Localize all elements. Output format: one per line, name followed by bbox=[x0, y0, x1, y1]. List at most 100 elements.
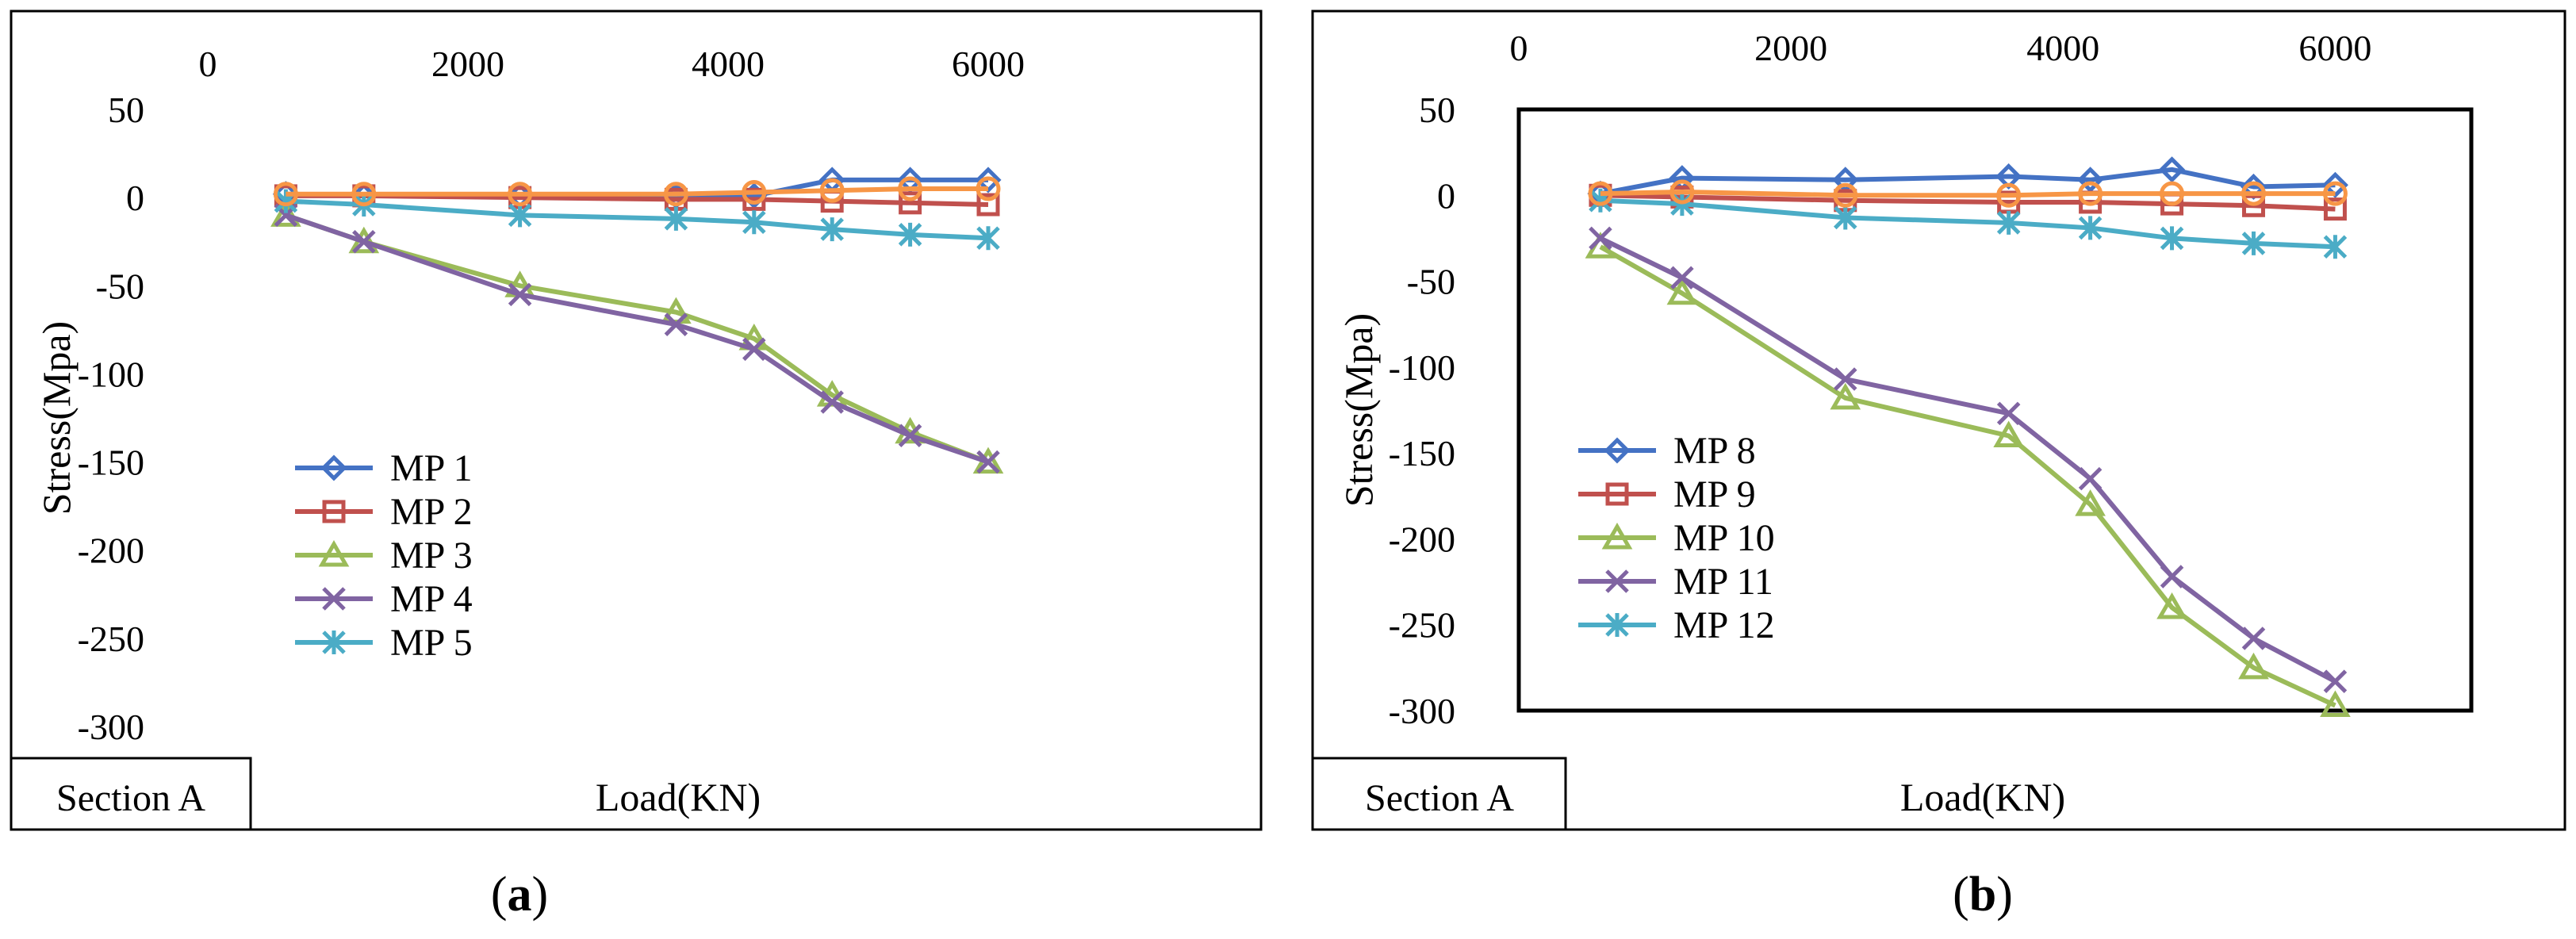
series-line bbox=[1600, 193, 2336, 212]
legend-item: MP 3 bbox=[295, 535, 473, 577]
data-point bbox=[2238, 652, 2269, 680]
legend-marker bbox=[322, 500, 346, 523]
data-point bbox=[1589, 226, 1612, 251]
legend-marker bbox=[1605, 569, 1629, 593]
data-point bbox=[1666, 278, 1698, 305]
series-mp-4 bbox=[274, 203, 1000, 474]
panel-border bbox=[10, 10, 1263, 831]
y-tick-label: -250 bbox=[78, 619, 144, 659]
panel-caption-letter: a bbox=[508, 868, 532, 922]
chart-panel-a: 50 0 -50 -100 -150 -200 -250 -300 0 2000 4000 6000 S… bbox=[10, 10, 1263, 922]
data-point bbox=[2323, 669, 2348, 693]
data-point bbox=[2160, 565, 2184, 588]
series-mp-10 bbox=[1585, 232, 2351, 718]
y-axis-title: Stress(Mpa) bbox=[1336, 313, 1381, 507]
section-label-box bbox=[10, 757, 252, 831]
data-point bbox=[1996, 401, 2021, 426]
legend-marker bbox=[1601, 522, 1633, 550]
series-line bbox=[1600, 197, 2336, 250]
legend-item: MP 8 bbox=[1578, 430, 1756, 472]
y-tick-label: -250 bbox=[1389, 605, 1455, 646]
data-point bbox=[898, 176, 923, 201]
legend-marker bbox=[320, 454, 347, 481]
data-point bbox=[2320, 690, 2351, 718]
data-point bbox=[2241, 627, 2266, 650]
data-point bbox=[820, 390, 844, 414]
section-label-box bbox=[1311, 757, 1567, 831]
data-point bbox=[898, 424, 922, 447]
data-point bbox=[664, 312, 688, 336]
y-tick-label: 50 bbox=[108, 90, 144, 130]
chart-panel-b: 50 0 -50 -100 -150 -200 -250 -300 0 2000 4000 6000 S… bbox=[1311, 10, 2566, 922]
y-tick-label: 0 bbox=[1437, 175, 1455, 216]
legend-item: MP 12 bbox=[1578, 604, 1775, 646]
data-point bbox=[1669, 179, 1695, 205]
legend-marker bbox=[1605, 482, 1629, 506]
y-tick-label: -150 bbox=[1389, 433, 1455, 473]
x-tick-label: 0 bbox=[1510, 28, 1528, 68]
data-point bbox=[2241, 231, 2266, 255]
data-point bbox=[2160, 181, 2185, 206]
data-point bbox=[508, 203, 532, 228]
data-point bbox=[1834, 205, 1857, 230]
series-mp-12 bbox=[1589, 188, 2348, 259]
data-point bbox=[976, 450, 1000, 474]
data-point bbox=[2078, 181, 2103, 206]
y-tick-label: -100 bbox=[78, 354, 144, 394]
panel-border bbox=[1311, 10, 2566, 831]
series-line bbox=[285, 213, 989, 465]
data-point bbox=[819, 178, 845, 203]
legend-label: MP 1 bbox=[390, 447, 473, 489]
data-point bbox=[820, 217, 844, 242]
y-tick-label: -150 bbox=[78, 443, 144, 483]
x-axis-title: Load(KN) bbox=[596, 775, 761, 819]
legend-item: MP 1 bbox=[295, 447, 473, 489]
y-tick-label: -50 bbox=[1407, 262, 1455, 302]
data-point bbox=[976, 193, 1000, 217]
series-line bbox=[1600, 167, 2336, 197]
data-point bbox=[661, 297, 692, 324]
series-mp-5 bbox=[274, 189, 1000, 251]
y-tick-label: -200 bbox=[1389, 519, 1455, 559]
legend-item: MP 10 bbox=[1578, 517, 1775, 559]
legend-marker bbox=[1604, 437, 1631, 464]
data-point bbox=[742, 179, 767, 205]
data-point bbox=[2323, 197, 2347, 221]
data-point bbox=[1993, 420, 2024, 447]
legend: MP 1MP 2MP 3MP 4MP 5 bbox=[295, 447, 473, 664]
series-mp-3 bbox=[270, 200, 1004, 474]
series-line bbox=[1600, 189, 2336, 198]
legend-label: MP 11 bbox=[1673, 561, 1773, 603]
x-tick-label: 4000 bbox=[2026, 28, 2099, 68]
y-tick-label: -300 bbox=[78, 707, 144, 747]
legend-label: MP 4 bbox=[390, 578, 473, 620]
legend-item: MP 4 bbox=[295, 578, 473, 620]
series-unlabeled bbox=[273, 176, 1001, 207]
data-point bbox=[899, 191, 922, 215]
data-point bbox=[976, 176, 1001, 201]
legend-item: MP 5 bbox=[295, 622, 473, 664]
series-line bbox=[286, 193, 989, 208]
data-point bbox=[2159, 156, 2186, 183]
y-tick-label: -200 bbox=[78, 531, 144, 571]
series-unlabeled bbox=[1588, 179, 2348, 208]
x-tick-label: 6000 bbox=[952, 44, 1025, 84]
data-point bbox=[2075, 489, 2106, 516]
data-point bbox=[976, 226, 1000, 251]
data-point bbox=[352, 229, 376, 254]
data-point bbox=[508, 182, 533, 207]
legend-marker bbox=[322, 587, 346, 611]
y-axis-title: Stress(Mpa) bbox=[34, 321, 79, 515]
data-point bbox=[1834, 367, 1857, 391]
x-tick-label: 0 bbox=[199, 44, 217, 84]
data-point bbox=[1588, 181, 1613, 206]
legend-label: MP 3 bbox=[390, 535, 473, 577]
series-line bbox=[286, 198, 989, 241]
y-tick-label: -50 bbox=[96, 266, 144, 306]
panel-caption: (b) bbox=[1953, 868, 2013, 922]
x-tick-label: 2000 bbox=[431, 44, 504, 84]
series-line bbox=[1599, 244, 2336, 708]
legend-item: MP 2 bbox=[295, 491, 473, 533]
